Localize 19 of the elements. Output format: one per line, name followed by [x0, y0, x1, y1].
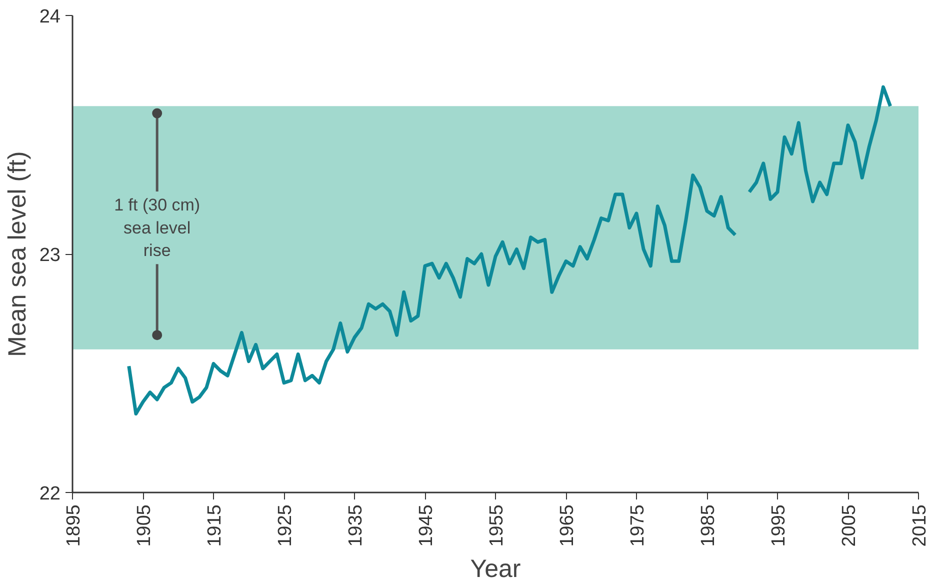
x-tick-label: 1985 — [698, 504, 719, 547]
x-axis-title: Year — [470, 554, 521, 583]
x-tick-label: 2005 — [839, 504, 860, 547]
x-tick-label: 1955 — [486, 504, 508, 547]
x-tick-label: 1925 — [275, 504, 296, 547]
x-tick-label: 1935 — [346, 504, 366, 547]
y-axis-title: Mean sea level (ft) — [3, 151, 32, 357]
x-tick-label: 1975 — [628, 504, 648, 547]
y-tick-label: 22 — [39, 484, 61, 504]
x-tick-label: 1895 — [64, 504, 84, 547]
x-tick-label: 1945 — [416, 504, 437, 547]
x-tick-label: 1905 — [134, 504, 155, 547]
x-tick-label: 1995 — [768, 504, 790, 547]
annotation: 1 ft (30 cm) sea level rise — [114, 195, 200, 260]
x-tick-label: 1915 — [204, 504, 226, 547]
x-tick-label: 2015 — [910, 504, 930, 547]
x-tick-label: 1965 — [557, 504, 578, 547]
y-tick-label: 23 — [39, 245, 61, 266]
y-tick-label: 24 — [39, 6, 61, 28]
